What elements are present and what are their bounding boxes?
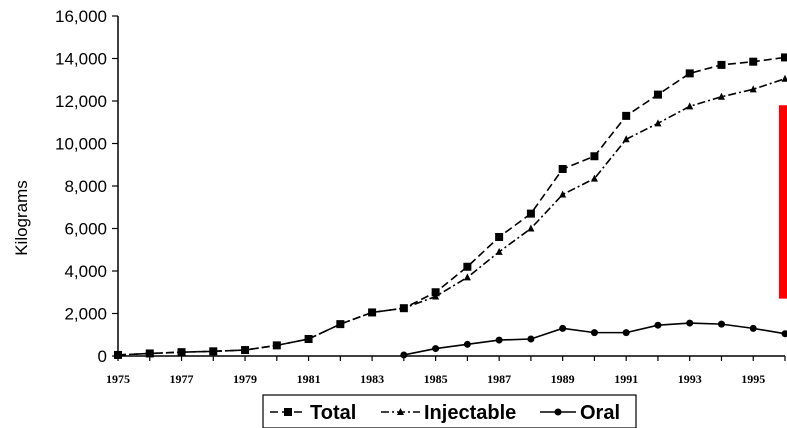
data-point-oral (590, 329, 598, 337)
x-tick-label: 1983 (360, 372, 384, 386)
x-tick-label: 1975 (106, 372, 130, 386)
data-point-injectable (305, 335, 313, 342)
data-point-oral (559, 324, 567, 332)
data-point-injectable (686, 102, 694, 110)
x-tick-labels: 1975 1977 1979 1981 1983 1985 1987 1989 1991 1993… (106, 372, 765, 386)
red-annotation-bar (779, 105, 787, 299)
data-point-oral (654, 321, 662, 329)
data-point-injectable (622, 135, 630, 143)
data-point-injectable (336, 320, 344, 328)
y-tick-labels: 0 2,000 4,000 6,000 8,000 10,000 12,000 14,000 1… (55, 7, 107, 366)
y-tick-label: 6,000 (64, 220, 107, 239)
x-tick-label: 1981 (297, 372, 321, 386)
legend-label-oral: Oral (580, 402, 620, 424)
y-tick-label: 8,000 (64, 177, 107, 196)
y-tick-label: 12,000 (55, 92, 107, 111)
data-point-injectable (654, 119, 662, 127)
legend-marker-injectable (397, 408, 404, 415)
data-point-oral (400, 351, 408, 359)
data-point-total (653, 90, 662, 99)
data-point-total (590, 152, 599, 161)
series-line-oral (403, 322, 786, 356)
y-tick-label: 10,000 (55, 135, 107, 154)
x-tick-label: 1985 (424, 372, 448, 386)
series-total (114, 53, 787, 359)
series-injectable (114, 74, 787, 358)
y-tick-label: 16,000 (55, 7, 107, 26)
data-point-oral (432, 345, 440, 353)
x-tick-label: 1977 (170, 372, 194, 386)
y-tick-label: 4,000 (64, 262, 107, 281)
series-oral (400, 319, 787, 359)
legend-marker-total (284, 408, 292, 416)
series-line-injectable (117, 77, 786, 356)
data-point-injectable (463, 273, 471, 281)
data-point-total (495, 233, 504, 241)
data-point-injectable (590, 174, 598, 182)
data-point-oral (749, 324, 757, 332)
data-point-oral (495, 336, 503, 344)
data-point-total (622, 111, 631, 120)
data-point-total (526, 209, 535, 218)
y-axis-label: Kilograms (12, 180, 31, 256)
x-tick-label: 1995 (741, 372, 765, 386)
data-point-total (685, 69, 694, 78)
data-point-oral (622, 329, 630, 337)
data-point-total (431, 288, 440, 297)
data-point-total (717, 60, 726, 69)
y-tick-label: 2,000 (64, 305, 107, 324)
chart-axes (112, 15, 786, 361)
x-tick-label: 1993 (678, 372, 702, 386)
data-point-injectable (432, 292, 440, 300)
data-point-oral (686, 319, 694, 327)
series-line-total (117, 56, 786, 356)
data-point-injectable (781, 74, 787, 82)
data-point-injectable (241, 346, 249, 354)
data-point-injectable (114, 350, 122, 358)
data-point-total (558, 165, 567, 173)
data-point-oral (717, 320, 725, 328)
data-point-injectable (717, 92, 725, 100)
x-tick-label: 1991 (614, 372, 638, 386)
x-tick-label: 1987 (487, 372, 511, 386)
chart-series (114, 53, 787, 359)
data-point-injectable (749, 85, 757, 93)
data-point-injectable (178, 348, 186, 356)
data-point-injectable (146, 349, 154, 357)
legend-label-total: Total (310, 402, 356, 424)
data-point-oral (463, 340, 471, 348)
data-point-oral (527, 335, 535, 343)
legend-label-injectable: Injectable (424, 402, 516, 424)
data-point-total (463, 262, 472, 271)
x-tick-label: 1989 (551, 372, 575, 386)
data-point-injectable (559, 190, 567, 198)
data-point-total (781, 53, 787, 62)
data-point-total (749, 57, 758, 66)
chart-legend: Total Injectable Oral (262, 394, 637, 428)
data-point-oral (781, 330, 787, 338)
x-tick-label: 1979 (233, 372, 257, 386)
y-tick-label: 14,000 (55, 50, 107, 69)
data-point-injectable (495, 247, 503, 255)
data-point-injectable (209, 347, 217, 355)
legend-marker-oral (554, 408, 562, 416)
data-point-injectable (368, 308, 376, 316)
y-tick-label: 0 (98, 347, 107, 366)
data-point-injectable (527, 224, 535, 232)
data-point-injectable (400, 304, 408, 312)
data-point-injectable (273, 341, 281, 349)
